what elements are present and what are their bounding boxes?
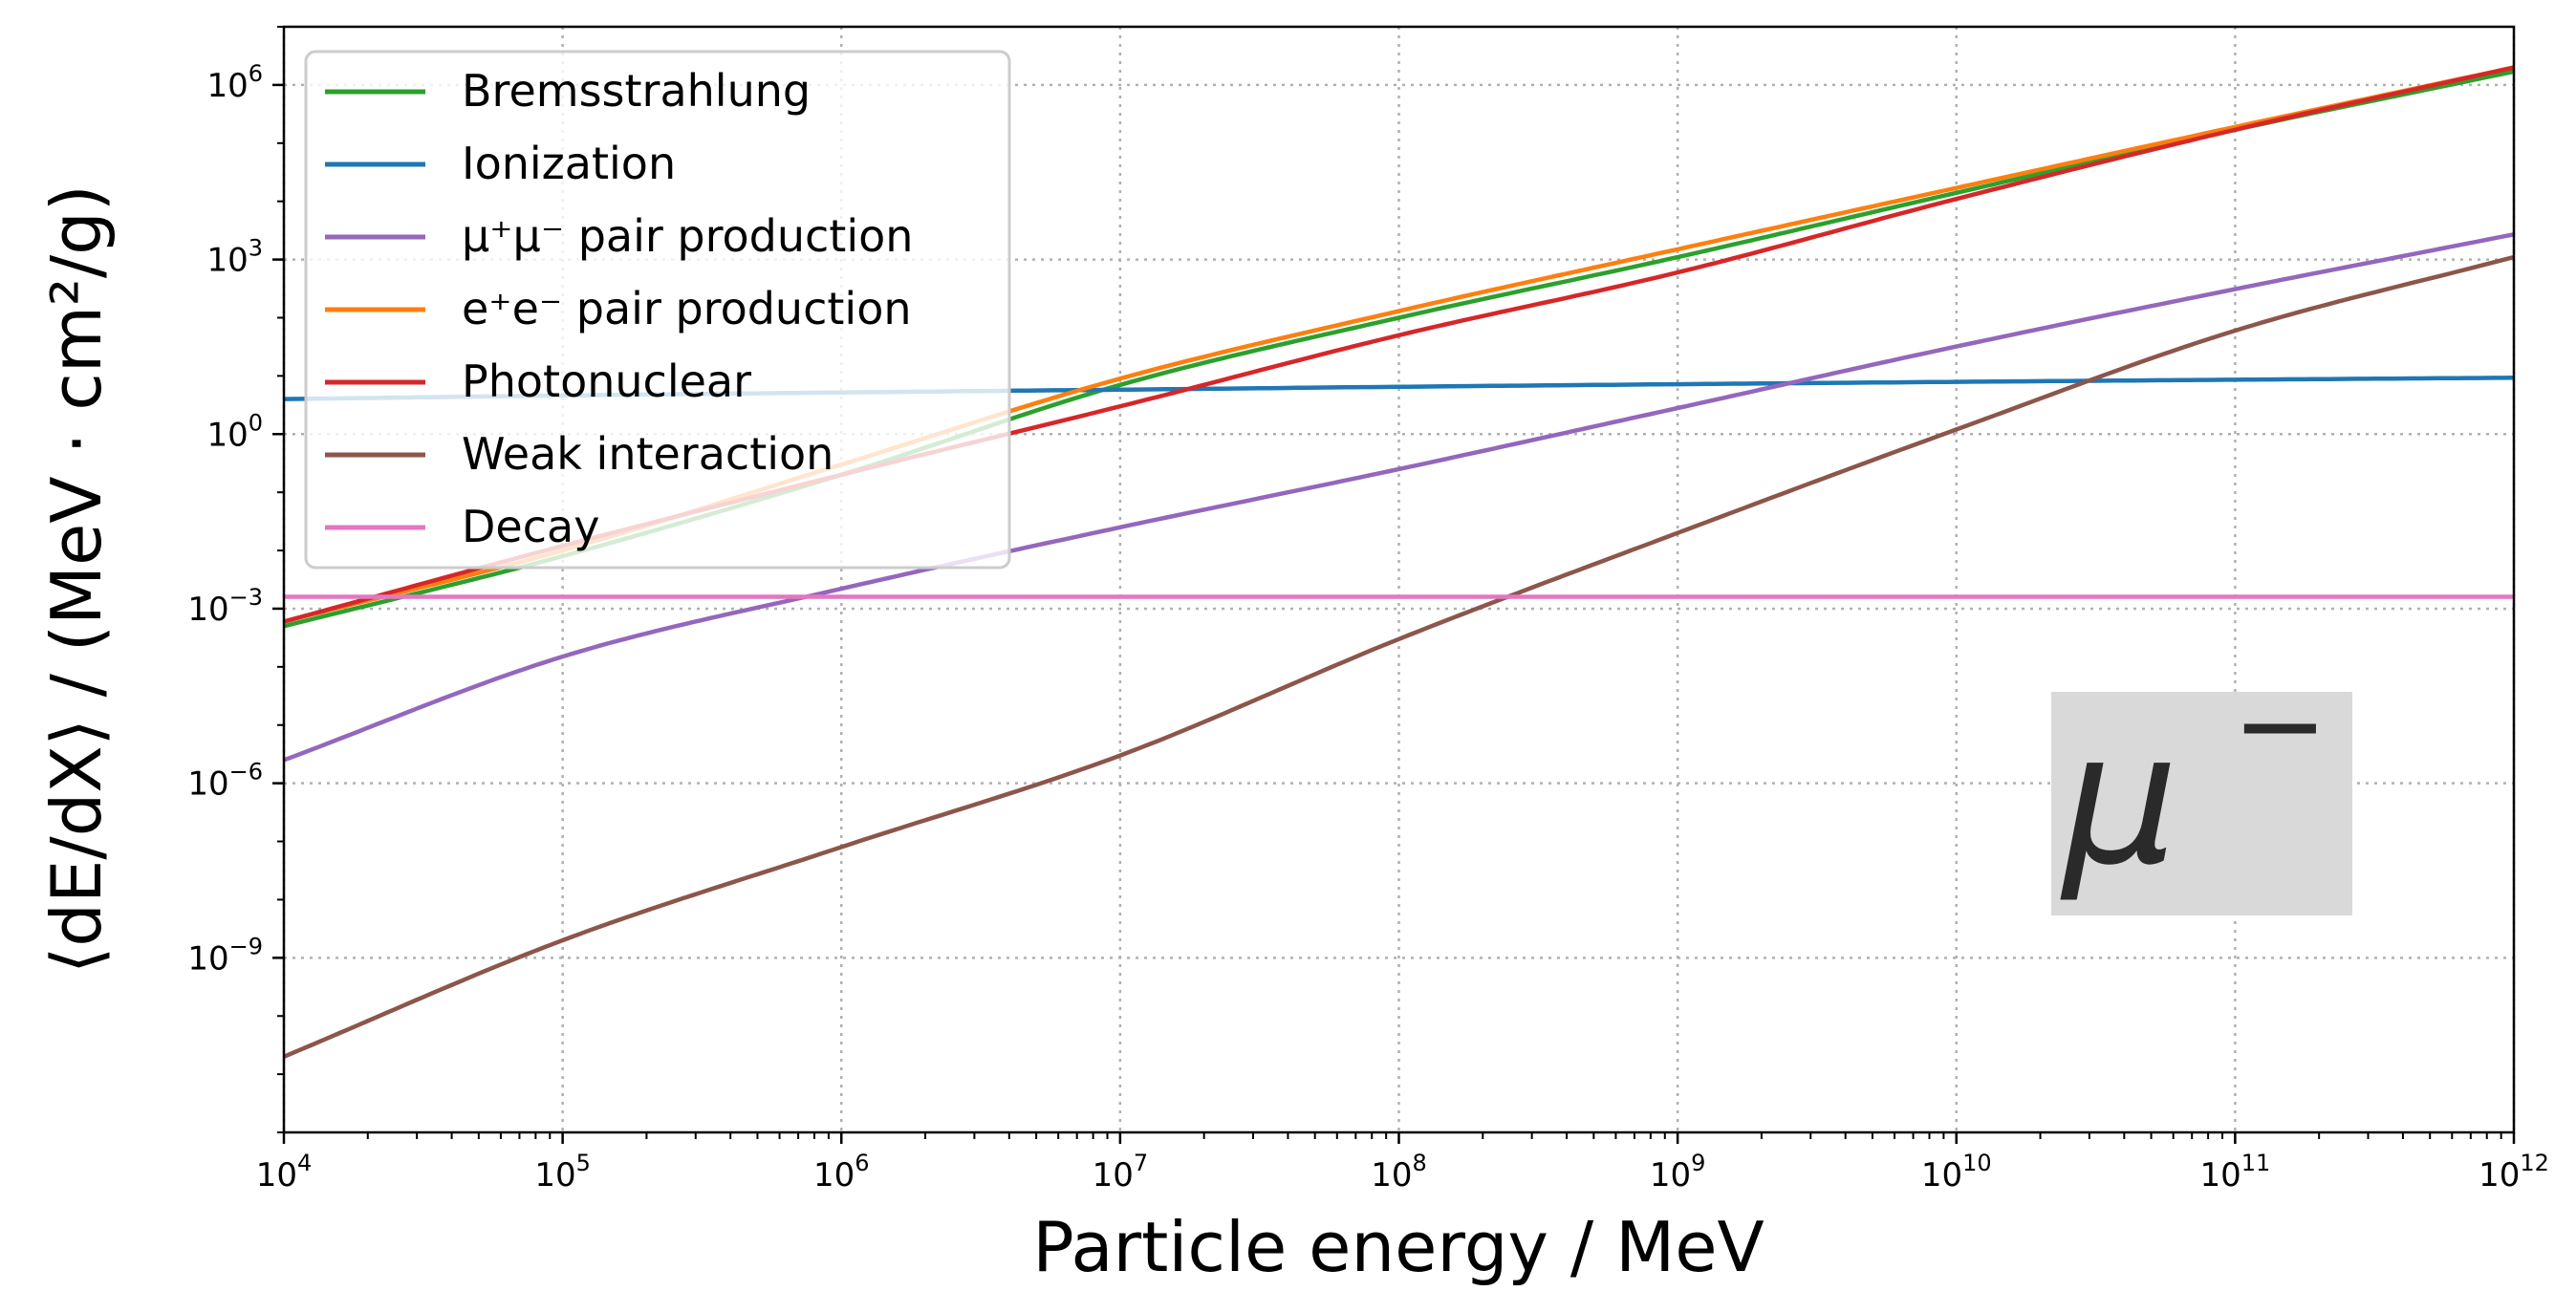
particle-symbol: μ <box>2060 694 2178 905</box>
legend-label: μ⁺μ⁻ pair production <box>462 210 913 262</box>
x-tick-label: 109 <box>1650 1150 1706 1195</box>
x-tick-label: 106 <box>813 1150 870 1195</box>
x-tick-label: 104 <box>256 1150 313 1195</box>
legend-box <box>304 50 1011 570</box>
particle-badge: μ − <box>2051 659 2352 915</box>
legend: Bremsstrahlung Ionization μ⁺μ⁻ pair produc… <box>304 50 1011 570</box>
y-tick-label: 10−9 <box>187 933 263 978</box>
x-tick-label: 107 <box>1093 1150 1149 1195</box>
y-tick-label: 103 <box>206 235 263 280</box>
y-tick-label: 10−6 <box>187 759 263 804</box>
y-tick-label: 10−3 <box>187 584 263 629</box>
legend-label: Decay <box>462 501 599 552</box>
legend-label: e⁺e⁻ pair production <box>462 283 912 334</box>
x-tick-label: 1012 <box>2479 1150 2549 1195</box>
x-axis-label: Particle energy / MeV <box>1032 1207 1764 1287</box>
x-tick-label: 1010 <box>1921 1150 1992 1195</box>
legend-label: Photonuclear <box>462 355 751 407</box>
legend-label: Weak interaction <box>462 428 833 480</box>
series-line <box>284 254 2514 1059</box>
series-line <box>284 232 2514 763</box>
axis-ticks: 104 105 106 107 108 109 1010 1011 1012 10−9 10−6 10… <box>187 26 2549 1195</box>
x-tick-label: 105 <box>534 1150 591 1195</box>
legend-label: Ionization <box>462 138 676 189</box>
particle-charge: − <box>2232 659 2328 792</box>
x-tick-label: 1011 <box>2199 1150 2270 1195</box>
y-axis-label: ⟨dE/dX⟩ / (MeV · cm²/g) <box>36 184 117 974</box>
particle-badge-background <box>2051 692 2352 915</box>
y-tick-label: 100 <box>206 409 263 454</box>
x-tick-label: 108 <box>1371 1150 1427 1195</box>
legend-label: Bremsstrahlung <box>462 65 811 117</box>
y-tick-label: 106 <box>206 60 263 105</box>
